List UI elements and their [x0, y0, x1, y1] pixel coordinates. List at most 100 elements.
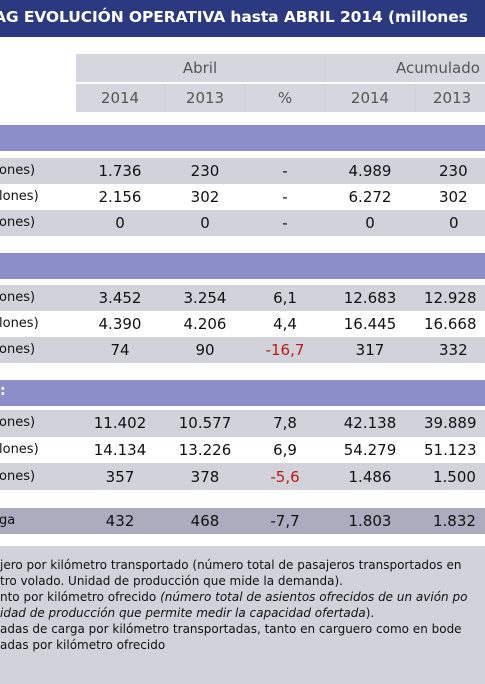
- table-row: ones) 357 378 -5,6 1.486 1.500: [0, 464, 485, 490]
- row-label: lones): [0, 442, 39, 457]
- cell-negative: -5,6: [270, 468, 300, 486]
- row-label: lones): [0, 316, 39, 331]
- spacer: [0, 363, 485, 380]
- cell: 230: [190, 162, 220, 180]
- row-label: ones): [0, 415, 36, 430]
- cell-negative: -16,7: [265, 341, 305, 359]
- header-col-accum-2013: 2013: [416, 84, 485, 112]
- table-row: ones) 1.736 230 - 4.989 230: [0, 158, 485, 184]
- table-row: ones) 74 90 -16,7 317 332: [0, 337, 485, 363]
- table-row: ones) 3.452 3.254 6,1 12.683 12.928: [0, 285, 485, 311]
- cell: 3.254: [183, 289, 227, 307]
- cell: 4.206: [183, 315, 227, 333]
- section-bar-text: :: [0, 383, 6, 399]
- cell: 12.683: [343, 289, 397, 307]
- cell: 1.803: [348, 512, 392, 530]
- cell: -7,7: [270, 512, 300, 530]
- cell: 42.138: [343, 414, 397, 432]
- cell: 7,8: [273, 414, 297, 432]
- spacer: [0, 406, 485, 410]
- row-label: ones): [0, 342, 36, 357]
- cell: 1.832: [433, 512, 476, 530]
- cell: 0: [115, 214, 125, 232]
- spacer: [0, 490, 485, 508]
- cell: 6,1: [273, 289, 297, 307]
- cell: -: [282, 162, 288, 180]
- cell: 468: [190, 512, 220, 530]
- cell: 230: [439, 162, 468, 180]
- cell: 12.928: [424, 289, 477, 307]
- total-row: ga 432 468 -7,7 1.803 1.832: [0, 508, 485, 534]
- section-bar: :: [0, 380, 485, 406]
- row-label: ones): [0, 290, 36, 305]
- cell: 1.500: [433, 468, 476, 486]
- header-group-april: Abril: [76, 54, 324, 82]
- row-label: ga: [0, 513, 16, 528]
- header-group-accumulated: Acumulado: [326, 54, 485, 82]
- spacer: [0, 279, 485, 285]
- cell: 16.668: [424, 315, 477, 333]
- table-row: lones) 14.134 13.226 6,9 54.279 51.123: [0, 437, 485, 463]
- cell: 6,9: [273, 441, 297, 459]
- cell: 14.134: [93, 441, 147, 459]
- header-col-accum-2014: 2014: [326, 84, 414, 112]
- header-left-blank: [0, 54, 76, 112]
- cell: 16.445: [343, 315, 397, 333]
- cell: 13.226: [178, 441, 232, 459]
- cell: 4.390: [98, 315, 142, 333]
- table-row: ones) 11.402 10.577 7,8 42.138 39.889: [0, 410, 485, 436]
- cell: -: [282, 214, 288, 232]
- cell: 6.272: [348, 188, 392, 206]
- cell: 90: [195, 341, 215, 359]
- note-line: idad de producción que permite medir la …: [0, 606, 375, 620]
- cell: 39.889: [424, 414, 477, 432]
- cell: 51.123: [424, 441, 477, 459]
- cell: -: [282, 188, 288, 206]
- header-col-percent: %: [246, 84, 324, 112]
- cell: 357: [105, 468, 135, 486]
- cell: 4.989: [348, 162, 392, 180]
- table-row: ones) 0 0 - 0 0: [0, 210, 485, 236]
- table-title-bar: AG EVOLUCIÓN OPERATIVA hasta ABRIL 2014 …: [0, 0, 485, 37]
- row-label: ones): [0, 163, 36, 178]
- cell: 302: [190, 188, 220, 206]
- note-line: adas de carga por kilómetro transportada…: [0, 622, 462, 636]
- header-divider: [76, 82, 485, 84]
- cell: 0: [449, 214, 459, 232]
- note-line: jero por kilómetro transportado (número …: [0, 558, 462, 572]
- table-title: AG EVOLUCIÓN OPERATIVA hasta ABRIL 2014 …: [0, 8, 468, 26]
- cell: 11.402: [93, 414, 147, 432]
- note-line: adas por kilómetro ofrecido: [0, 638, 166, 652]
- spacer: [0, 112, 485, 125]
- cell: 3.452: [98, 289, 142, 307]
- cell: 54.279: [343, 441, 397, 459]
- table-row: lones) 2.156 302 - 6.272 302: [0, 184, 485, 210]
- row-label: lones): [0, 189, 39, 204]
- cell: 0: [200, 214, 210, 232]
- cell: 432: [105, 512, 135, 530]
- cell: 1.486: [348, 468, 392, 486]
- cell: 2.156: [98, 188, 142, 206]
- cell: 10.577: [178, 414, 232, 432]
- cell: 317: [355, 341, 385, 359]
- spacer: [0, 37, 485, 54]
- cell: 332: [439, 341, 468, 359]
- cell: 1.736: [98, 162, 142, 180]
- spacer: [0, 151, 485, 158]
- cell: 74: [110, 341, 130, 359]
- notes-panel: [0, 546, 485, 684]
- table-row: lones) 4.390 4.206 4,4 16.445 16.668: [0, 311, 485, 337]
- cell: 302: [439, 188, 468, 206]
- header-col-april-2013: 2013: [166, 84, 244, 112]
- section-bar: [0, 125, 485, 151]
- section-bar: [0, 253, 485, 279]
- note-line: tro volado. Unidad de producción que mid…: [0, 574, 343, 588]
- header-col-april-2014: 2014: [76, 84, 164, 112]
- cell: 378: [190, 468, 220, 486]
- spacer: [0, 534, 485, 546]
- note-line: nto por kilómetro ofrecido (número total…: [0, 590, 468, 604]
- cell: 4,4: [273, 315, 297, 333]
- row-label: ones): [0, 215, 36, 230]
- cell: 0: [365, 214, 375, 232]
- row-label: ones): [0, 469, 36, 484]
